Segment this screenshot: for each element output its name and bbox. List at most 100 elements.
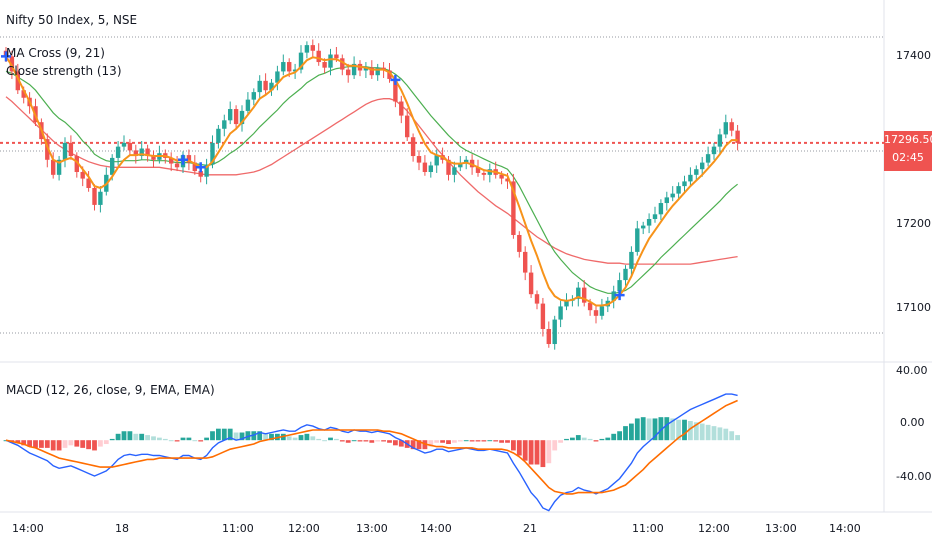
candle-body: [21, 90, 26, 98]
candle-body: [723, 122, 728, 135]
macd-histogram-bar: [587, 438, 593, 441]
close-strength-series: [5, 96, 738, 265]
macd-histogram-bar: [522, 440, 528, 461]
candle-body: [80, 172, 85, 179]
candle-body: [334, 54, 339, 59]
macd-histogram-bar: [640, 417, 646, 441]
ma-fast-line: [5, 55, 738, 307]
candle-body: [546, 328, 551, 345]
macd-histogram-bar: [646, 418, 652, 441]
candle-body: [363, 67, 369, 71]
candle-body: [186, 155, 192, 163]
candle-body: [151, 156, 156, 160]
candle-body: [292, 69, 298, 72]
ma-cross-markers: [1, 51, 625, 301]
candle-body: [233, 109, 239, 125]
candle-body: [310, 45, 315, 51]
macd-histogram-bar: [575, 435, 581, 441]
macd-histogram-bar: [21, 440, 27, 446]
macd-histogram-bar: [452, 440, 457, 443]
macd-histogram-bar: [369, 440, 375, 443]
candle-body: [145, 148, 150, 157]
candle-body: [74, 156, 79, 173]
macd-histogram-bar: [611, 433, 617, 441]
candle-body: [652, 214, 658, 220]
close-strength-line: [5, 96, 738, 265]
candle-body: [658, 203, 664, 215]
ma-cross-marker: [178, 154, 188, 165]
macd-histogram-bar: [50, 440, 56, 451]
macd-histogram-bar: [345, 440, 351, 443]
macd-histogram-bar: [428, 440, 434, 447]
macd-histogram-bar: [157, 437, 162, 441]
candle-body: [623, 268, 628, 281]
macd-histogram-bar: [711, 426, 717, 441]
macd-histogram-bar: [735, 435, 740, 441]
candle-body: [646, 219, 652, 226]
macd-histogram-bar: [693, 422, 699, 441]
candle-body: [263, 80, 268, 91]
macd-histogram-bar: [33, 440, 38, 448]
macd-histogram-bar: [581, 437, 587, 441]
candle-body: [110, 157, 115, 175]
signal-line: [5, 399, 738, 495]
candle-body: [576, 287, 581, 299]
candle-body: [528, 272, 534, 295]
macd-histogram-bar: [381, 440, 386, 442]
macd-histogram-bar: [634, 418, 640, 441]
time-axis-label: 13:00: [356, 522, 388, 535]
candle-body: [564, 300, 569, 307]
price-axis-label: 17100.00: [896, 301, 932, 314]
macd-histogram-bar: [109, 438, 115, 441]
candle-body: [635, 228, 640, 252]
candle-body: [251, 92, 256, 100]
candle-body: [298, 52, 304, 70]
candle-body: [475, 167, 481, 173]
macd-histogram-bar: [44, 440, 50, 448]
macd-histogram-bar: [493, 440, 499, 442]
time-axis-label: 12:00: [288, 522, 320, 535]
macd-histogram-bar: [86, 440, 91, 450]
candle-body: [115, 146, 121, 158]
indicator-close-strength-label[interactable]: Close strength (13): [6, 64, 122, 78]
candle-body: [593, 310, 599, 316]
candle-body: [340, 58, 345, 70]
macd-histogram-bar: [487, 440, 493, 442]
indicator-ma-cross-label[interactable]: MA Cross (9, 21): [6, 46, 105, 60]
symbol-title[interactable]: Nifty 50 Index, 5, NSE: [6, 13, 138, 27]
macd-axis-label: 40.00: [896, 364, 928, 377]
macd-histogram-bar: [133, 433, 139, 441]
macd-histogram-bar: [92, 440, 97, 451]
candle-body: [511, 181, 516, 235]
candle-body: [92, 187, 97, 205]
macd-histogram-bar: [375, 440, 381, 442]
signal-line-series: [5, 399, 738, 495]
macd-histogram-bar: [670, 418, 676, 441]
macd-histogram-bar: [39, 440, 44, 448]
macd-histogram-bar: [328, 437, 333, 441]
macd-histogram-bar: [363, 440, 369, 442]
candle-body: [68, 142, 74, 157]
macd-histogram-bar: [27, 440, 32, 447]
indicator-macd-label[interactable]: MACD (12, 26, close, 9, EMA, EMA): [6, 383, 215, 397]
macd-histogram-bar: [410, 440, 416, 450]
candle-body: [15, 71, 20, 91]
macd-histogram-bar: [221, 428, 227, 441]
candle-body: [410, 137, 416, 157]
candle-body: [670, 193, 675, 198]
candlestick-series: [3, 39, 740, 350]
macd-histogram-bar: [115, 433, 121, 441]
macd-histogram-bar: [617, 431, 622, 441]
candle-body: [422, 162, 428, 173]
macd-histogram-bar: [15, 440, 21, 443]
macd-histogram-bar: [629, 423, 634, 441]
macd-histogram-bar: [652, 418, 658, 441]
candle-body: [428, 165, 433, 173]
candle-body: [711, 146, 717, 155]
macd-histogram-bar: [298, 435, 304, 441]
macd-histogram-bar: [481, 440, 487, 442]
last-price-value: 17296.50: [884, 133, 932, 146]
candle-body: [210, 142, 215, 165]
